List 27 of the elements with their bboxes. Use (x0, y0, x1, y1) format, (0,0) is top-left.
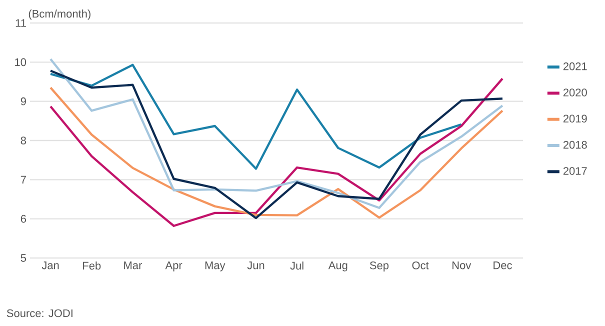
y-tick-label: 7 (20, 176, 26, 184)
x-tick-label: Oct (412, 262, 429, 270)
x-tick-label: Mar (124, 262, 142, 270)
source-note: Source: JODI (6, 309, 72, 318)
x-tick-label: Jan (42, 262, 59, 270)
y-tick-label: 10 (15, 58, 26, 66)
x-tick-label: Aug (328, 262, 348, 272)
legend-label: 2021 (563, 62, 587, 70)
y-axis-title: (Bcm/month) (28, 10, 90, 20)
y-tick-label: 9 (20, 97, 26, 106)
legend-label: 2018 (563, 140, 587, 149)
y-tick-label: 5 (20, 254, 26, 262)
x-tick-label: Feb (83, 262, 101, 270)
x-tick-label: Dec (494, 262, 512, 270)
legend-label: 2017 (563, 167, 587, 175)
x-tick-label: Nov (452, 262, 472, 270)
y-tick-label: 11 (16, 19, 26, 27)
x-tick-label: Jun (247, 262, 264, 270)
x-tick-label: Sep (370, 262, 389, 272)
legend-label: 2020 (563, 88, 587, 96)
line-series (49, 64, 462, 170)
x-tick-label: Apr (165, 262, 182, 272)
x-tick-label: May (205, 262, 226, 272)
y-tick-label: 8 (20, 136, 26, 144)
x-tick-label: Jul (290, 262, 304, 270)
y-tick-label: 6 (20, 214, 26, 223)
legend-label: 2019 (563, 114, 587, 123)
